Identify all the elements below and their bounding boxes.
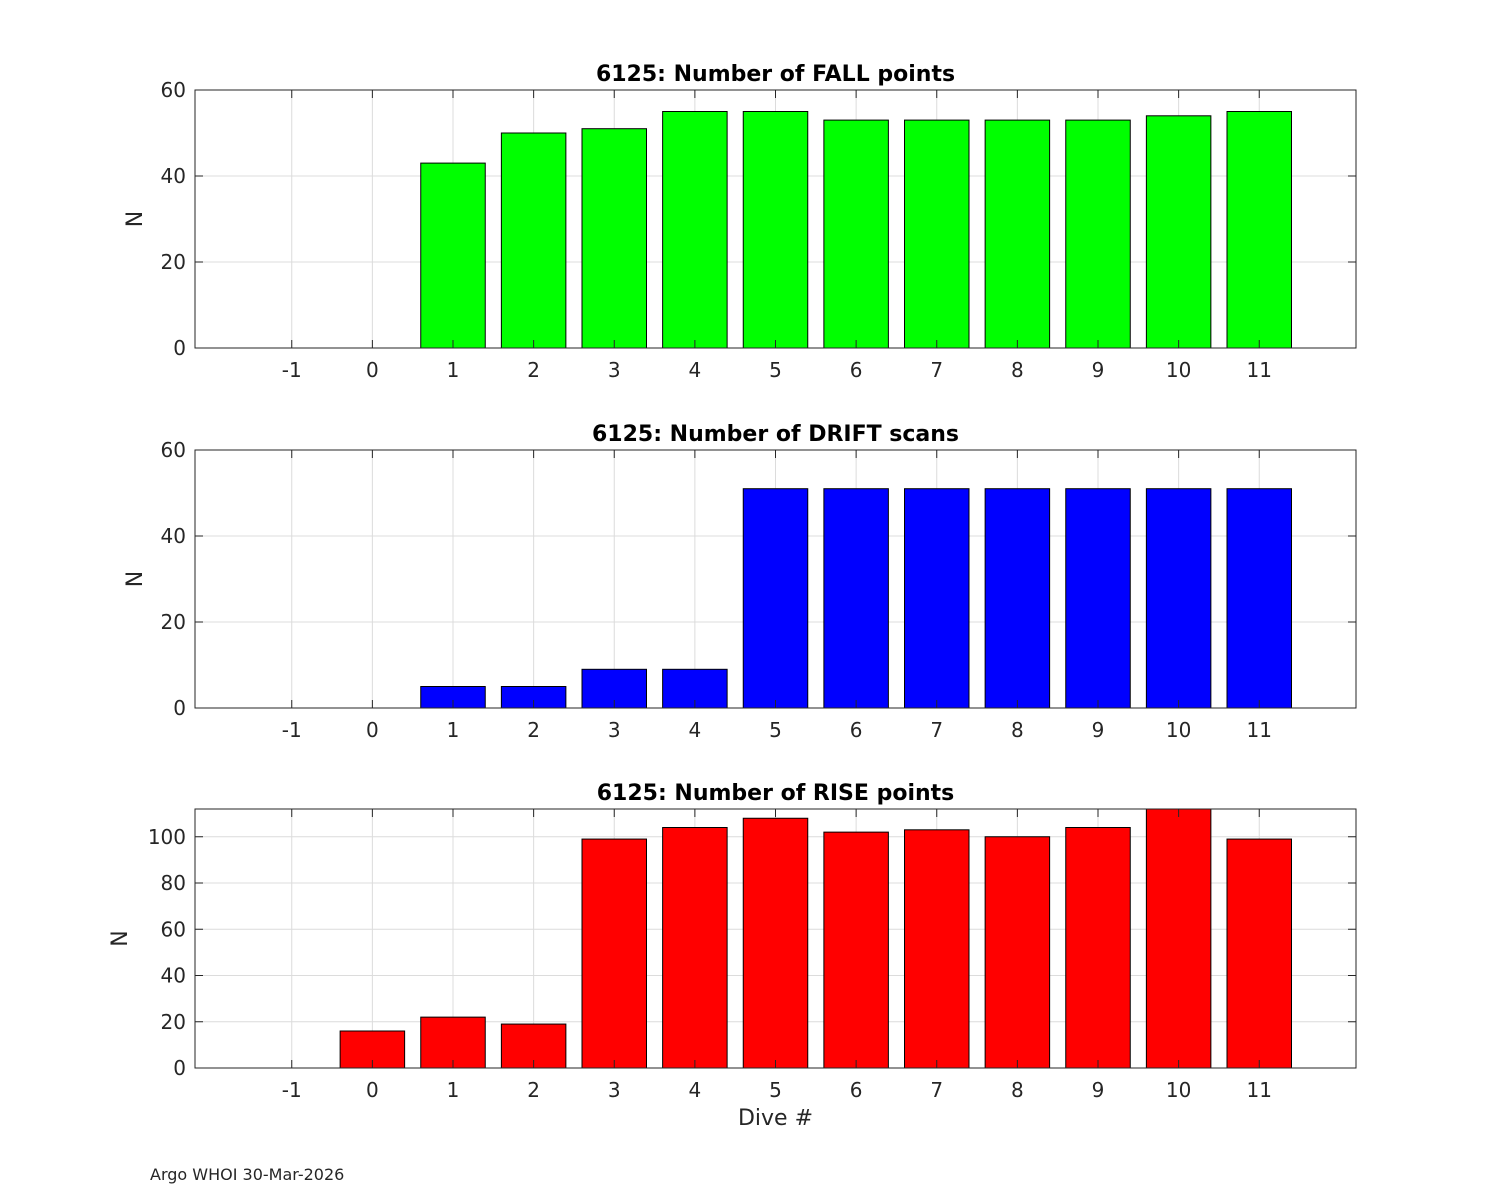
fall-y-tick-label: 60	[161, 78, 186, 102]
fall-points-chart: -1 0 1 2 3 4 5 6 7 8 9 10 11 0 20 40 60 6125: Number of F…	[123, 62, 1357, 382]
fall-x-tick-label: 2	[527, 358, 540, 382]
drift-x-tick-label: 1	[447, 718, 460, 742]
drift-x-tick-label: 0	[366, 718, 379, 742]
rise-y-tick-label: 0	[173, 1056, 186, 1080]
fall-x-tick-label: 6	[850, 358, 863, 382]
drift-x-tick-label: 4	[689, 718, 702, 742]
fall-bar	[500, 132, 567, 349]
fall-x-tick-label: 8	[1011, 358, 1024, 382]
drift-y-tick-label: 60	[161, 438, 186, 462]
fall-x-tick-label: 11	[1247, 358, 1272, 382]
drift-bar	[742, 488, 809, 709]
rise-x-tick-label: 5	[769, 1078, 782, 1102]
drift-bar	[984, 488, 1051, 709]
drift-y-tick-label: 40	[161, 524, 186, 548]
rise-x-tick-label: 1	[447, 1078, 460, 1102]
drift-x-tick-label: 2	[527, 718, 540, 742]
rise-bar	[662, 827, 728, 1069]
drift-y-axis-label: N	[123, 571, 148, 587]
fall-bar	[1145, 115, 1212, 349]
fall-y-tick-label: 0	[173, 336, 186, 360]
drift-x-tick-label: 9	[1092, 718, 1105, 742]
fall-bar	[823, 119, 889, 349]
fall-chart-title: 6125: Number of FALL points	[596, 62, 955, 87]
rise-points-chart: -1 0 1 2 3 4 5 6 7 8 9 10 11 0 20 40 60 80 100 6125: Number…	[108, 781, 1357, 1131]
drift-x-tick-label: 6	[850, 718, 863, 742]
fall-bar	[1065, 119, 1131, 349]
fall-y-tick-label: 40	[161, 164, 186, 188]
rise-x-tick-label: 3	[608, 1078, 621, 1102]
rise-chart-title: 6125: Number of RISE points	[597, 781, 955, 806]
drift-y-tick-label: 20	[161, 610, 186, 634]
fall-bar	[1226, 111, 1292, 349]
footer-credit: Argo WHOI 30-Mar-2026	[150, 1165, 345, 1184]
fall-bar	[420, 162, 486, 349]
rise-bar	[742, 817, 809, 1069]
drift-scans-chart: -1 0 1 2 3 4 5 6 7 8 9 10 11 0 20 40 60 6125: Number of D…	[123, 422, 1357, 742]
rise-bar	[823, 831, 889, 1069]
rise-y-axis-label: N	[108, 930, 133, 946]
rise-bar	[420, 1016, 486, 1069]
drift-chart-title: 6125: Number of DRIFT scans	[592, 422, 959, 447]
rise-bar	[1065, 827, 1131, 1069]
rise-bar	[904, 829, 970, 1069]
drift-x-tick-label: 7	[930, 718, 943, 742]
drift-x-tick-label: 11	[1247, 718, 1272, 742]
fall-x-tick-label: 9	[1092, 358, 1105, 382]
rise-bar	[1226, 838, 1292, 1069]
drift-y-tick-label: 0	[173, 696, 186, 720]
drift-bar	[1065, 488, 1131, 709]
rise-x-tick-label: 11	[1247, 1078, 1272, 1102]
drift-bar	[1226, 488, 1292, 709]
fall-x-tick-label: 1	[447, 358, 460, 382]
rise-y-tick-label: 60	[161, 917, 186, 941]
rise-x-tick-label: 4	[689, 1078, 702, 1102]
rise-x-tick-label: 0	[366, 1078, 379, 1102]
rise-bar	[581, 838, 647, 1069]
drift-bar	[1145, 488, 1212, 709]
rise-x-tick-label: 9	[1092, 1078, 1105, 1102]
rise-bar	[1145, 808, 1212, 1069]
fall-bar	[662, 111, 728, 349]
drift-x-tick-label: 5	[769, 718, 782, 742]
fall-x-tick-label: 4	[689, 358, 702, 382]
drift-x-tick-label: 3	[608, 718, 621, 742]
drift-x-tick-label: 8	[1011, 718, 1024, 742]
fall-x-tick-label: 7	[930, 358, 943, 382]
rise-x-tick-label: 6	[850, 1078, 863, 1102]
fall-x-tick-label: 0	[366, 358, 379, 382]
rise-y-tick-label: 100	[148, 825, 186, 849]
fall-x-tick-label: 5	[769, 358, 782, 382]
rise-y-tick-label: 20	[161, 1010, 186, 1034]
rise-x-tick-label: 7	[930, 1078, 943, 1102]
fall-bar	[742, 111, 809, 349]
rise-bar	[984, 836, 1051, 1069]
rise-x-tick-label: -1	[282, 1078, 302, 1102]
fall-x-tick-label: 10	[1166, 358, 1191, 382]
fall-bar	[581, 128, 647, 349]
rise-y-tick-label: 80	[161, 871, 186, 895]
rise-x-tick-label: 10	[1166, 1078, 1191, 1102]
rise-x-tick-label: 8	[1011, 1078, 1024, 1102]
fall-y-axis-label: N	[123, 211, 148, 227]
fall-x-tick-label: -1	[282, 358, 302, 382]
fall-bar	[984, 119, 1051, 349]
rise-x-tick-label: 2	[527, 1078, 540, 1102]
fall-bar	[904, 119, 970, 349]
drift-x-tick-label: 10	[1166, 718, 1191, 742]
rise-x-axis-label: Dive #	[738, 1106, 813, 1131]
drift-x-tick-label: -1	[282, 718, 302, 742]
fall-y-tick-label: 20	[161, 250, 186, 274]
rise-y-tick-label: 40	[161, 964, 186, 988]
drift-bar	[904, 488, 970, 709]
drift-bar	[823, 488, 889, 709]
fall-x-tick-label: 3	[608, 358, 621, 382]
